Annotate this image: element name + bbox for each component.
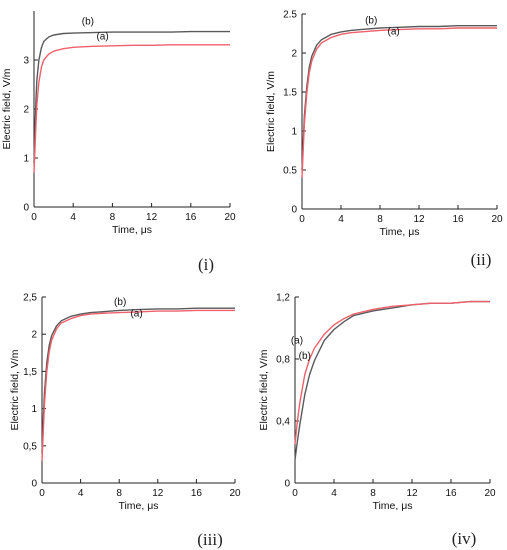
panel-3-x-tick-label: 4 — [78, 488, 84, 499]
panel-4-series-b-line — [294, 300, 490, 460]
panel-1-y-tick-label: 3 — [23, 56, 29, 67]
panel-4-series-b-label: (b) — [299, 351, 311, 362]
panel-4-y-tick-label: 0,4 — [276, 417, 290, 428]
panel-3-x-tick-label: 16 — [191, 488, 203, 499]
panel-3-y-tick-label: 2,5 — [23, 293, 37, 304]
panel-1-y-tick-label: 2 — [23, 105, 29, 116]
panel-1-x-tick-label: 20 — [224, 212, 236, 223]
panel-1-y-tick-label: 0 — [23, 203, 29, 214]
panel-4-y-tick-label: 1,2 — [276, 293, 290, 304]
panel-1-x-tick-label: 12 — [146, 212, 158, 223]
panel-4-x-tick-label: 8 — [370, 488, 376, 499]
panel-2-x-tick-label: 8 — [377, 214, 383, 225]
panel-1-series-b-line — [33, 30, 230, 163]
panel-3-label: (iii) — [197, 530, 223, 549]
panel-2-series-a-label: (a) — [388, 26, 400, 37]
panel-4-series-a-label: (a) — [291, 336, 303, 347]
panel-3-series-a-label: (a) — [130, 308, 142, 319]
panel-2-y-tick-label: 0.5 — [283, 166, 297, 177]
panel-2-y-tick-label: 0 — [291, 205, 297, 216]
panel-4-x-tick-label: 4 — [331, 488, 337, 499]
panel-1-x-tick-label: 8 — [110, 212, 116, 223]
panel-3-x-tick-label: 20 — [229, 488, 241, 499]
panel-1-y-axis-title: Electric field, V/m — [1, 68, 13, 149]
panel-1-y-tick-label: 1 — [23, 154, 29, 165]
panel-3-series-b-line — [41, 307, 235, 454]
panel-3-y-tick-label: 0 — [31, 479, 37, 490]
panel-4-x-tick-label: 20 — [484, 488, 496, 499]
panel-4-x-tick-label: 0 — [292, 488, 298, 499]
panel-2-series-b-label: (b) — [365, 15, 377, 26]
panel-3-y-tick-label: 0,5 — [23, 441, 37, 452]
panel-2-x-tick-label: 0 — [299, 214, 305, 225]
panel-2-series-b-line — [301, 25, 497, 171]
panel-2-y-tick-label: 2 — [291, 49, 297, 60]
panel-3-y-axis-title: Electric field, V/m — [9, 349, 21, 430]
panel-3-series-b-label: (b) — [114, 297, 126, 308]
panel-1-x-tick-label: 0 — [31, 212, 37, 223]
panel-2-x-tick-label: 4 — [338, 214, 344, 225]
panel-2-x-axis-title: Time, μs — [379, 226, 419, 238]
panel-3-x-tick-label: 0 — [39, 488, 45, 499]
panel-4-series-a-line — [294, 300, 490, 445]
panel-2-x-tick-label: 20 — [491, 214, 503, 225]
panel-3-y-tick-label: 1,5 — [23, 367, 37, 378]
panel-2-y-tick-label: 1.5 — [283, 88, 297, 99]
panel-3-x-tick-label: 8 — [116, 488, 122, 499]
panel-2-x-tick-label: 12 — [413, 214, 425, 225]
panel-2-y-tick-label: 2.5 — [283, 10, 297, 21]
panel-4-y-tick-label: 0,8 — [276, 355, 290, 366]
panel-1-x-axis-title: Time, μs — [112, 224, 152, 236]
panel-1-series-a-label: (a) — [96, 31, 108, 42]
panel-4-label: (iv) — [452, 529, 477, 548]
panel-2-series-a-line — [301, 27, 497, 178]
panel-3-y-tick-label: 2 — [31, 330, 37, 341]
panel-3-series-a-line — [41, 309, 235, 461]
panel-4-x-tick-label: 16 — [445, 488, 457, 499]
panel-2-x-tick-label: 16 — [452, 214, 464, 225]
panel-3-x-axis-title: Time, μs — [118, 500, 158, 512]
panel-1-x-tick-label: 4 — [70, 212, 76, 223]
panel-1-label: (i) — [198, 255, 214, 274]
panel-2-y-tick-label: 1 — [291, 127, 297, 138]
panel-1-series-a-line — [33, 44, 230, 173]
panel-3-y-tick-label: 1 — [31, 404, 37, 415]
panel-4-y-tick-label: 0 — [284, 479, 290, 490]
panel-4-y-axis-title: Electric field, V/m — [258, 349, 270, 430]
panel-2-label: (ii) — [471, 250, 492, 269]
panel-1-x-tick-label: 16 — [185, 212, 197, 223]
panel-1-series-b-label: (b) — [82, 17, 94, 28]
panel-4-x-tick-label: 12 — [406, 488, 418, 499]
panel-2-y-axis-title: Electric field, V/m — [265, 71, 277, 152]
panel-3-x-tick-label: 12 — [152, 488, 164, 499]
panel-4-x-axis-title: Time, μs — [372, 500, 412, 512]
